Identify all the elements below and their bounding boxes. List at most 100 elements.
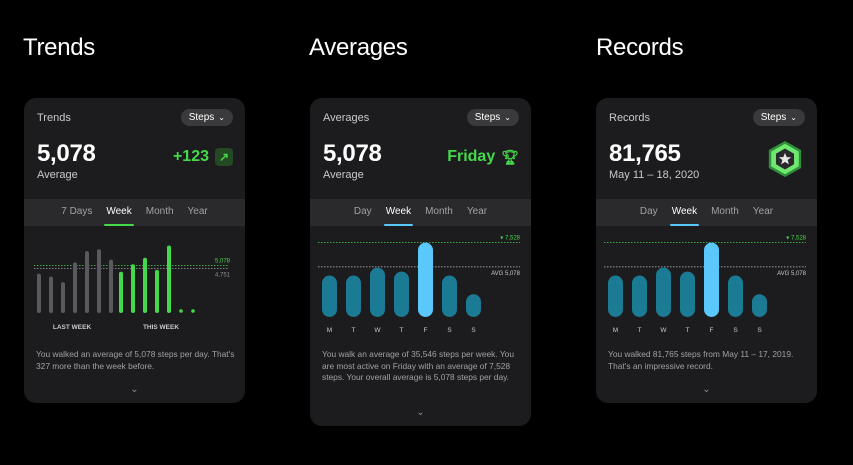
- x-tick-label: S: [471, 327, 476, 334]
- records-card[interactable]: Records Steps ⌄ 81,765 May 11 – 18, 2020…: [596, 98, 817, 403]
- chevron-down-icon[interactable]: ⌄: [702, 384, 711, 395]
- x-tick-label: T: [352, 327, 356, 334]
- period-tabs: 7 Days Week Month Year: [24, 199, 245, 226]
- reference-label: AVG 5,078: [777, 271, 807, 277]
- reference-label: ▾ 7,528: [500, 236, 520, 242]
- bar: [418, 242, 433, 317]
- tab-month[interactable]: Month: [425, 206, 453, 217]
- x-tick-label: T: [400, 327, 404, 334]
- tab-week[interactable]: Week: [104, 199, 135, 226]
- bar: [131, 264, 135, 313]
- bar: [119, 271, 123, 313]
- card-header: Records Steps ⌄: [608, 109, 805, 129]
- period-tabs: Day Week Month Year: [596, 199, 817, 226]
- x-tick-label: T: [638, 327, 642, 334]
- average-value: 5,078: [323, 140, 382, 167]
- metric-select-button[interactable]: Steps ⌄: [466, 109, 519, 126]
- x-tick-label: F: [710, 327, 714, 334]
- tab-month[interactable]: Month: [711, 206, 739, 217]
- bar: [394, 271, 409, 317]
- bar: [680, 271, 695, 317]
- tab-day[interactable]: Day: [639, 206, 658, 217]
- section-title-records: Records: [596, 34, 684, 61]
- chevron-down-icon: ⌄: [218, 113, 225, 122]
- tab-year[interactable]: Year: [752, 206, 774, 217]
- bar: [97, 249, 101, 313]
- bar: [632, 275, 647, 317]
- card-header: Averages Steps ⌄: [322, 109, 519, 129]
- x-tick-label: W: [374, 327, 381, 334]
- chevron-down-icon: ⌄: [504, 113, 511, 122]
- metric-select-button[interactable]: Steps ⌄: [180, 109, 233, 126]
- change-indicator: +123 ↗: [173, 148, 233, 166]
- bar: [179, 309, 183, 313]
- tab-year[interactable]: Year: [466, 206, 488, 217]
- averages-description: You walk an average of 35,546 steps per …: [322, 349, 514, 382]
- bar: [155, 269, 159, 313]
- reference-label: 5,078: [215, 258, 231, 264]
- x-tick-label: T: [686, 327, 690, 334]
- most-active-indicator: Friday 🏆︎: [447, 148, 519, 166]
- chevron-down-icon[interactable]: ⌄: [416, 407, 425, 418]
- tab-day[interactable]: Day: [353, 206, 372, 217]
- tab-week[interactable]: Week: [669, 199, 700, 226]
- bar: [752, 294, 767, 317]
- bar: [109, 259, 113, 313]
- arrow-up-right-icon: ↗: [215, 148, 233, 166]
- tab-7-days[interactable]: 7 Days: [61, 206, 93, 217]
- average-value: 5,078: [37, 140, 96, 167]
- x-tick-label: S: [757, 327, 762, 334]
- metric-select-label: Steps: [474, 112, 501, 123]
- x-tick-label: S: [733, 327, 738, 334]
- tab-week[interactable]: Week: [383, 199, 414, 226]
- star-hexagon-icon: [768, 140, 802, 178]
- bar: [656, 267, 671, 317]
- bar: [728, 275, 743, 317]
- bar: [704, 242, 719, 317]
- most-active-day: Friday: [447, 148, 496, 165]
- trophy-icon: 🏆︎: [501, 148, 519, 165]
- bar: [608, 275, 623, 317]
- reference-label: ▾ 7,528: [786, 236, 806, 242]
- series-label: LAST WEEK: [53, 324, 92, 331]
- bar: [73, 262, 77, 313]
- bar: [49, 276, 53, 313]
- section-title-trends: Trends: [23, 34, 96, 61]
- reference-label: AVG 5,078: [491, 271, 521, 277]
- x-tick-label: W: [660, 327, 667, 334]
- record-date-range: May 11 – 18, 2020: [609, 169, 700, 181]
- averages-card[interactable]: Averages Steps ⌄ 5,078 Average Friday 🏆︎…: [310, 98, 531, 426]
- card-label: Averages: [323, 112, 370, 124]
- chevron-down-icon: ⌄: [790, 113, 797, 122]
- metric-select-label: Steps: [760, 112, 787, 123]
- change-value: +123: [172, 148, 209, 165]
- chevron-down-icon[interactable]: ⌄: [130, 384, 139, 395]
- average-caption: Average: [37, 169, 78, 181]
- x-tick-label: S: [447, 327, 452, 334]
- bar: [61, 282, 65, 313]
- bar: [322, 275, 337, 317]
- averages-chart: ▾ 7,528 AVG 5,078 M T W T F S S: [318, 236, 521, 334]
- x-tick-label: F: [424, 327, 428, 334]
- bar: [370, 267, 385, 317]
- series-label: THIS WEEK: [143, 324, 179, 331]
- card-header: Trends Steps ⌄: [36, 109, 233, 129]
- records-chart: ▾ 7,528 AVG 5,078 M T W T F S S: [604, 236, 807, 334]
- bar: [466, 294, 481, 317]
- period-tabs: Day Week Month Year: [310, 199, 531, 226]
- bar: [442, 275, 457, 317]
- metric-select-button[interactable]: Steps ⌄: [752, 109, 805, 126]
- bar: [346, 275, 361, 317]
- trends-chart: 5,078 4,751 LAST WEEK THIS WEEK: [34, 245, 231, 331]
- tab-month[interactable]: Month: [145, 206, 174, 217]
- trends-card[interactable]: Trends Steps ⌄ 5,078 Average +123 ↗ 7 Da…: [24, 98, 245, 403]
- x-tick-label: M: [327, 327, 332, 334]
- bar: [167, 245, 171, 313]
- metric-select-label: Steps: [188, 112, 215, 123]
- x-tick-label: M: [613, 327, 618, 334]
- tab-year[interactable]: Year: [187, 206, 208, 217]
- records-description: You walked 81,765 steps from May 11 – 17…: [608, 349, 794, 371]
- bar: [85, 251, 89, 313]
- average-caption: Average: [323, 169, 364, 181]
- record-value: 81,765: [609, 140, 681, 167]
